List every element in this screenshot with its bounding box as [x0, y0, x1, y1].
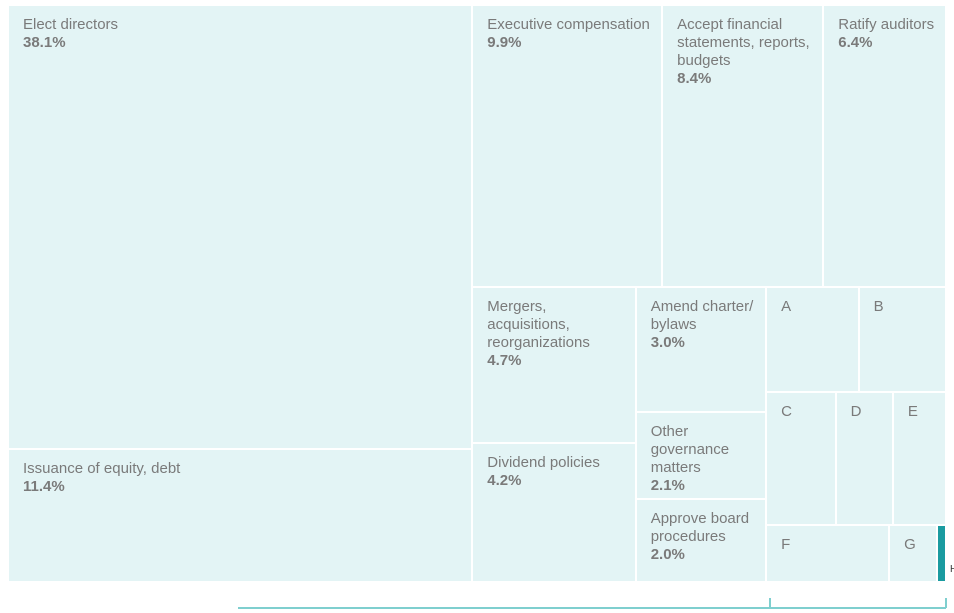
tile-name: Approve board procedures — [650, 509, 750, 545]
tile: E — [892, 392, 946, 525]
tile-value: 9.9% — [487, 34, 522, 51]
tile-name: E — [907, 403, 918, 421]
tile-value: 38.1% — [23, 34, 66, 51]
tile-label: Mergers, acquisitions, reorganizations 4.… — [487, 298, 630, 370]
tile-name: Amend charter/ bylaws — [650, 298, 754, 334]
tile: Dividend policies 4.2% — [472, 442, 636, 582]
tile-name: Mergers, acquisitions, reorganizations — [487, 298, 590, 352]
tile: G — [889, 524, 937, 582]
tile: Executive compensation 9.9% — [472, 5, 663, 288]
tile: H — [936, 524, 954, 582]
tile: Other governance matters 2.1% — [635, 411, 767, 499]
tile-value: 6.4% — [838, 34, 873, 51]
tile-name: Ratify auditors — [838, 16, 935, 33]
tile: D — [835, 392, 893, 525]
tile: Elect directors 38.1% — [8, 5, 473, 450]
tile-name: Dividend policies — [487, 453, 600, 471]
tile-label: C — [781, 403, 831, 421]
tile: Mergers, acquisitions, reorganizations 4.… — [472, 287, 636, 443]
tile-label: Other governance matters 2.1% — [651, 423, 761, 495]
tile-label: B — [874, 298, 941, 316]
tile-name: A — [781, 298, 792, 316]
tile-name: D — [850, 403, 862, 421]
tile-name: Executive compensation — [487, 16, 650, 33]
tile-name: Elect directors — [23, 16, 119, 33]
tile: C — [766, 392, 836, 525]
tile-label: Issuance of equity, debt 11.4% — [23, 460, 467, 496]
tile: Issuance of equity, debt 11.4% — [8, 449, 473, 582]
tile-name: B — [873, 298, 884, 316]
tile-value: 8.4% — [677, 70, 712, 87]
tile-name: Other governance matters — [650, 422, 730, 476]
tile-name: H — [949, 563, 954, 575]
tile-value: 4.2% — [487, 471, 522, 489]
tile-name: C — [781, 403, 792, 421]
tile-value: 2.1% — [650, 476, 685, 494]
tile-label: E — [908, 403, 941, 421]
tile-name: Issuance of equity, debt — [23, 460, 181, 478]
tile-label: Elect directors 38.1% — [23, 16, 467, 52]
tile-value: 2.0% — [650, 545, 685, 563]
tile-label: Dividend policies 4.2% — [487, 454, 630, 490]
bracket — [238, 598, 947, 609]
tile-label: Amend charter/ bylaws 3.0% — [651, 298, 761, 352]
tile-name: Accept financial statements, reports, bu… — [677, 16, 810, 69]
tile-name: G — [904, 535, 916, 553]
tile-label: Executive compensation 9.9% — [487, 16, 657, 52]
tile: B — [858, 287, 946, 393]
tile-label: D — [851, 403, 888, 421]
tile: Ratify auditors 6.4% — [823, 5, 946, 288]
tile-label: F — [781, 536, 884, 554]
tile-name: F — [781, 535, 791, 553]
tile: F — [766, 524, 890, 582]
tile-label: A — [781, 298, 854, 316]
tile-value: 4.7% — [487, 352, 522, 370]
tile-value: 11.4% — [23, 478, 65, 496]
tile-label: Ratify auditors 6.4% — [838, 16, 941, 52]
tile: Approve board procedures 2.0% — [635, 498, 767, 582]
tile: A — [766, 287, 859, 393]
tile: Amend charter/ bylaws 3.0% — [635, 287, 767, 412]
tile: Accept financial statements, reports, bu… — [662, 5, 824, 288]
tile-label: Accept financial statements, reports, bu… — [677, 16, 818, 88]
tile-label: Approve board procedures 2.0% — [651, 510, 761, 564]
tile-label: G — [904, 536, 931, 554]
tile-value: 3.0% — [650, 334, 685, 352]
treemap: Elect directors 38.1% Issuance of equity, … — [8, 5, 954, 582]
